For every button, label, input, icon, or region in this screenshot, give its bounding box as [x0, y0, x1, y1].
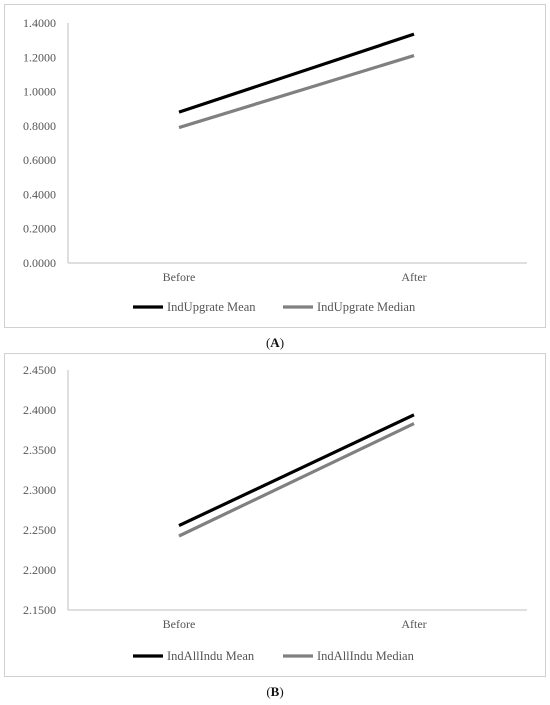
- y-tick-label: 0.0000: [23, 256, 56, 270]
- series-line-1: [178, 54, 415, 130]
- x-tick-label: Before: [163, 270, 196, 284]
- y-tick-label: 2.2000: [23, 563, 56, 577]
- y-tick-label: 2.3500: [23, 443, 56, 457]
- y-tick-label: 2.4000: [23, 403, 56, 417]
- legend-label-1: IndAllIndu Median: [317, 649, 415, 663]
- y-tick-label: 0.6000: [23, 153, 56, 167]
- y-tick-label: 2.2500: [23, 523, 56, 537]
- y-tick-label: 2.4500: [23, 363, 56, 377]
- caption-b: (B): [266, 684, 284, 699]
- y-tick-label: 1.4000: [23, 16, 56, 30]
- legend-label-0: IndUpgrate Mean: [167, 300, 256, 314]
- x-tick-label: After: [401, 270, 426, 284]
- series-line-1: [178, 422, 415, 538]
- caption-a-letter: A: [270, 335, 280, 350]
- y-tick-label: 2.1500: [23, 603, 56, 617]
- y-tick-label: 0.2000: [23, 222, 56, 236]
- chart-panel-b: 2.1500 2.2000 2.2500 2.3000 2.3500 2.4000 2.45…: [4, 353, 546, 677]
- line-chart-b: 2.1500 2.2000 2.2500 2.3000 2.3500 2.4000 2.45…: [23, 363, 527, 663]
- y-tick-label: 1.2000: [23, 50, 56, 64]
- y-tick-label: 1.0000: [23, 85, 56, 99]
- caption-b-letter: B: [270, 684, 280, 699]
- legend-label-1: IndUpgrate Median: [317, 300, 416, 314]
- series-line-0: [178, 413, 415, 528]
- y-tick-label: 0.4000: [23, 187, 56, 201]
- line-chart-a: 0.0000 0.2000 0.4000 0.6000 0.8000 1.0000 1.20…: [23, 16, 527, 314]
- caption-a: (A): [265, 335, 285, 350]
- x-tick-label: Before: [163, 617, 196, 631]
- y-tick-label: 0.8000: [23, 119, 56, 133]
- chart-panel-a: 0.0000 0.2000 0.4000 0.6000 0.8000 1.0000 1.20…: [4, 4, 546, 328]
- series-line-0: [178, 32, 415, 114]
- y-tick-label: 2.3000: [23, 483, 56, 497]
- x-tick-label: After: [401, 617, 426, 631]
- legend-label-0: IndAllIndu Mean: [167, 649, 255, 663]
